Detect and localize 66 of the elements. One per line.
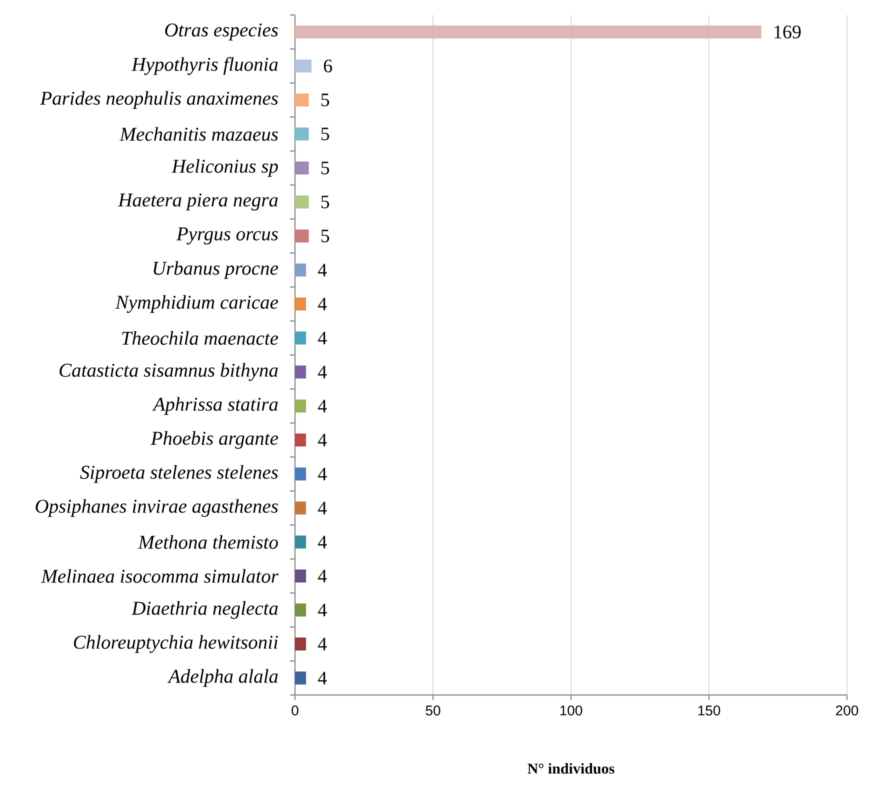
bar [295,127,309,140]
bar [295,502,306,514]
data-label: 5 [321,196,330,208]
y-tick-label: Aphrissa statira [152,397,278,415]
bar [295,434,306,446]
y-tick-label: Heliconius sp [172,159,278,177]
x-tick-label: 200 [836,706,858,716]
bar [295,196,309,208]
data-label: 4 [318,672,327,684]
y-tick-label: Diaethria neglecta [131,601,278,619]
data-label: 4 [318,638,327,650]
bar [295,297,306,310]
data-label: 5 [321,94,330,106]
x-tick-label: 0 [292,706,298,716]
y-tick-label: Otras especies [165,23,278,41]
data-label: 4 [318,502,327,514]
x-tick-label: 100 [560,706,582,716]
data-label: 5 [321,128,330,140]
bar [295,59,312,72]
data-label: 5 [321,230,330,242]
y-tick-label: Siproeta stelenes stelenes [80,465,278,483]
bar [295,93,309,106]
bar [295,25,762,38]
y-tick-label: Opsiphanes invirae agasthenes [36,499,278,517]
bar [295,161,309,174]
y-tick-label: Phoebis argante [150,431,278,449]
y-tick-label: Nymphidium caricae [115,295,278,313]
data-label: 4 [318,604,327,616]
bar [295,264,306,276]
bar [295,604,306,616]
y-tick-label: Catasticta sisamnus bithyna [60,363,278,381]
data-label: 169 [774,26,801,38]
data-label: 4 [318,332,327,344]
y-tick-label: Methona themisto [138,535,278,549]
y-tick-label: Hypothyris fluonia [131,57,278,75]
bar [295,400,306,412]
data-label: 4 [318,400,327,412]
data-label: 4 [318,366,327,378]
x-tick-label: 150 [698,706,720,716]
data-label: 4 [318,468,327,480]
bar [295,365,306,378]
data-label: 4 [318,536,327,548]
data-label: 6 [324,60,332,72]
y-tick-label: Haetera piera negra [118,193,278,211]
data-label: 5 [321,162,330,174]
data-label: 4 [318,264,327,276]
bar [295,332,306,344]
y-tick-label: Theochila maenacte [122,331,278,345]
y-tick-label: Urbanus procne [154,261,278,279]
y-tick-label: Mechanitis mazaeus [120,127,278,141]
y-tick-label: Pyrgus orcus [176,228,278,244]
y-tick-label: Adelpha alala [167,669,278,687]
x-tick-label: 50 [426,706,440,716]
bar [295,229,309,242]
bar [295,536,306,548]
bar [295,570,306,582]
bar [295,638,306,650]
bar [295,672,306,684]
data-label: 4 [318,434,327,446]
y-tick-label: Melinaea isocomma simulator [41,569,279,583]
data-label: 4 [318,298,327,310]
bar [295,468,306,480]
y-tick-label: Parides neophulis anaximenes [40,91,278,109]
data-label: 4 [318,570,327,582]
y-tick-label: Chloreuptychia hewitsonii [74,635,278,653]
x-axis-title: N° individuos [528,763,614,774]
